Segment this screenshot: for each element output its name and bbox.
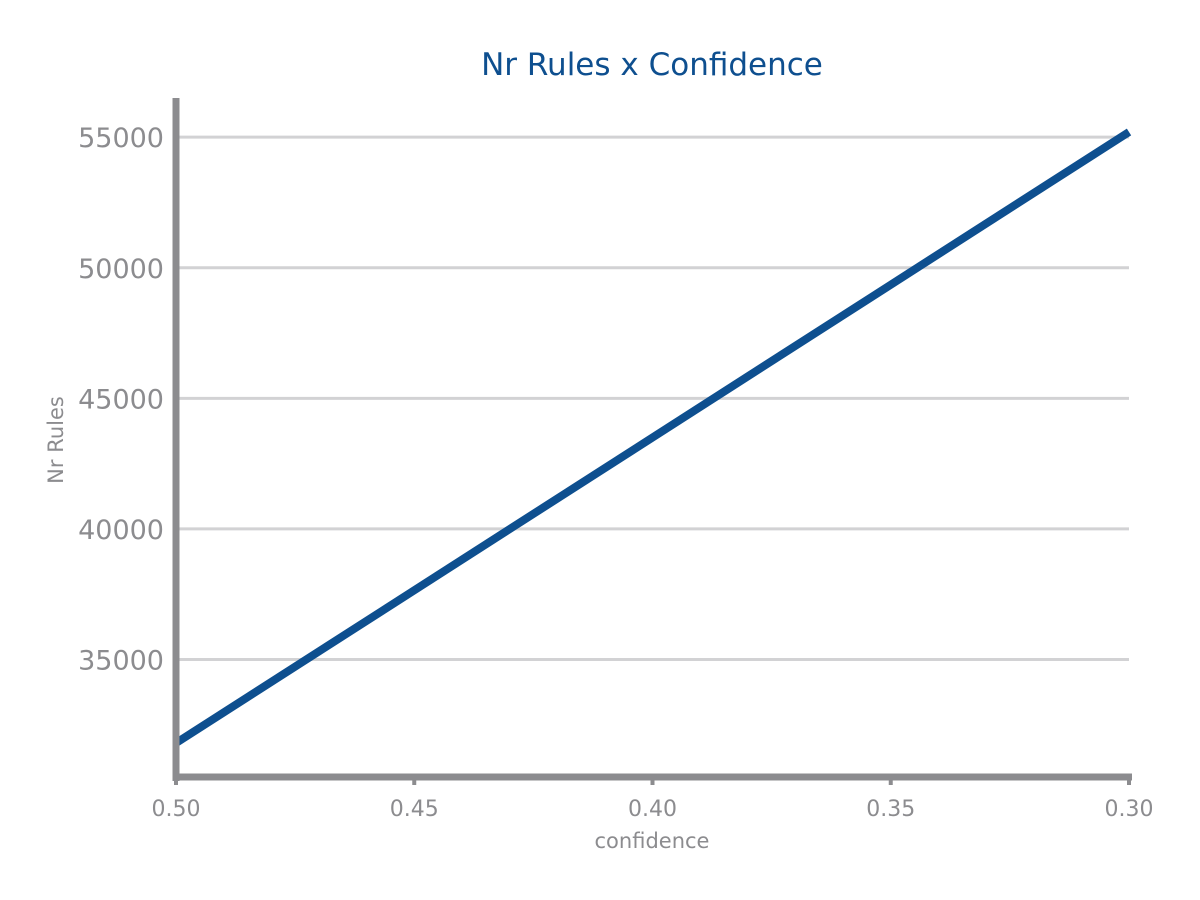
x-tick-label: 0.50	[152, 797, 201, 822]
gridlines	[176, 135, 1129, 661]
tick-labels: 35000 40000 45000 50000 55000 0.50 0.45 0.40 0.3…	[78, 123, 1153, 822]
y-tick-label: 45000	[78, 384, 164, 415]
x-tick-label: 0.30	[1105, 797, 1154, 822]
y-tick-label: 35000	[78, 645, 164, 676]
y-axis-label: Nr Rules	[44, 396, 68, 484]
y-tick-label: 40000	[78, 515, 164, 546]
series-group	[173, 128, 1132, 747]
chart-title: Nr Rules x Confidence	[481, 47, 823, 83]
x-axis-label: confidence	[595, 829, 710, 853]
series-line	[173, 128, 1132, 747]
x-tick-label: 0.40	[628, 797, 677, 822]
y-tick-label: 55000	[78, 123, 164, 154]
x-tick-label: 0.35	[866, 797, 915, 822]
x-tick-label: 0.45	[390, 797, 439, 822]
y-tick-label: 50000	[78, 254, 164, 285]
axes	[172, 98, 1132, 785]
